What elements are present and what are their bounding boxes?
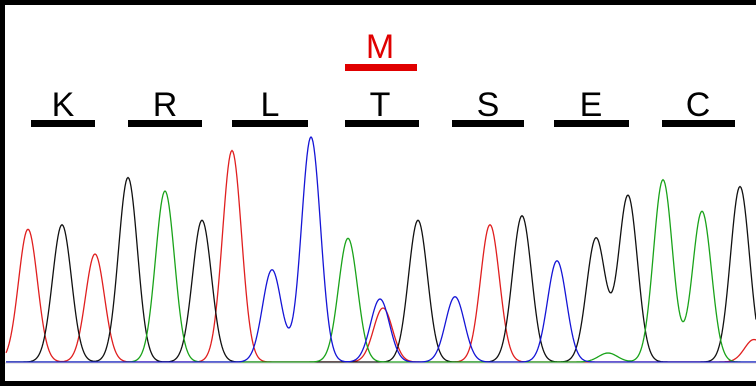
residue-letter-c: C [686,86,711,124]
codon-bar-k [31,120,95,127]
residue-letter-s: S [477,86,500,124]
trace-series-3 [6,135,756,363]
trace-series-1 [6,176,756,363]
residue-labels: M K R L T S E C [31,28,735,127]
codon-bar-t [345,120,419,127]
mutation-underline [345,64,417,71]
residue-letter-e: E [580,86,603,124]
residue-letter-l: L [261,86,280,124]
residue-letter-t: T [370,86,391,124]
codon-bar-l [232,120,308,127]
codon-bar-s [452,120,524,127]
residue-letter-r: R [153,86,178,124]
residue-letter-k: K [52,86,75,124]
codon-bar-c [662,120,735,127]
trace-layer [5,135,756,363]
codon-bar-e [554,120,629,127]
mutation-letter: M [366,28,394,66]
codon-bar-r [128,120,202,127]
trace-series-2 [6,178,756,363]
